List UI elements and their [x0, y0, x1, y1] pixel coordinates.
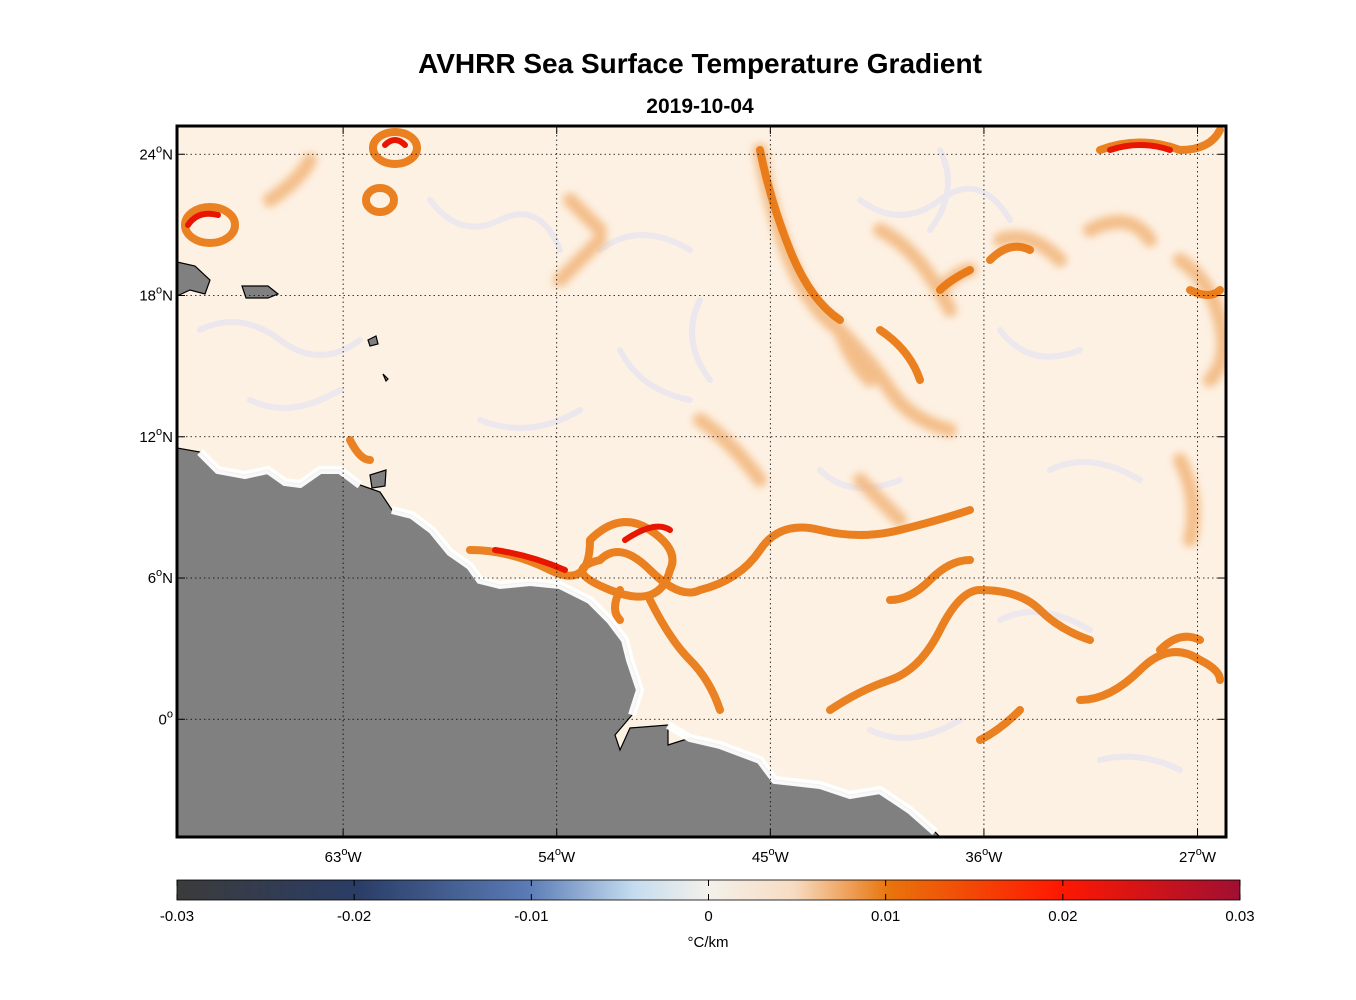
gradient-texture [197, 147, 1183, 773]
chart-date: 2019-10-04 [646, 95, 754, 118]
lat-tick-label: 24oN [139, 143, 173, 163]
lon-tick-label: 45oW [752, 846, 790, 866]
lon-tick-label: 27oW [1179, 846, 1217, 866]
colorbar-tick-label: -0.02 [337, 908, 372, 925]
colorbar-tick-label: 0.01 [871, 908, 901, 925]
lat-tick-label: 0o [159, 708, 173, 728]
small-island-1 [367, 335, 379, 347]
lat-tick-label: 18oN [139, 285, 173, 305]
colorbar-tick-label: -0.03 [159, 908, 195, 925]
map-frame [175, 124, 1228, 839]
colorbar-tick-label: 0.03 [1225, 908, 1255, 925]
lon-tick-label: 54oW [538, 846, 576, 866]
small-island-2 [382, 373, 389, 383]
caribbean-island-2 [241, 285, 280, 299]
island-near-coast [369, 469, 387, 489]
gradient-fronts [181, 126, 1226, 744]
lon-tick-label: 63oW [325, 846, 363, 866]
lat-tick-label: 12oN [139, 426, 173, 446]
lat-tick-label: 6oN [148, 567, 173, 587]
caribbean-island-1 [177, 261, 211, 297]
colorbar-tick-label: 0 [704, 908, 713, 925]
colorbar-unit: °C/km [687, 934, 729, 951]
colorbar-tick-label: -0.01 [514, 908, 549, 925]
graticule [177, 126, 1226, 837]
chart-title: AVHRR Sea Surface Temperature Gradient [418, 48, 982, 79]
colorbar-ticks [176, 880, 1241, 900]
colorbar-tick-label: 0.02 [1048, 908, 1078, 925]
map-axes: 63oW 54oW 45oW 36oW 27oW 24oN 18oN 12oN 6oN 0o [139, 126, 1226, 866]
lon-tick-label: 36oW [965, 846, 1003, 866]
